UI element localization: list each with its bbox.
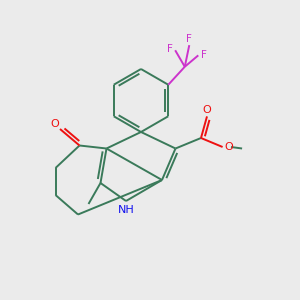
Text: F: F: [186, 34, 192, 44]
Text: NH: NH: [118, 205, 134, 215]
Text: F: F: [167, 44, 173, 54]
Text: O: O: [50, 118, 59, 129]
Text: O: O: [202, 105, 211, 115]
Text: F: F: [201, 50, 207, 60]
Text: O: O: [225, 142, 234, 152]
